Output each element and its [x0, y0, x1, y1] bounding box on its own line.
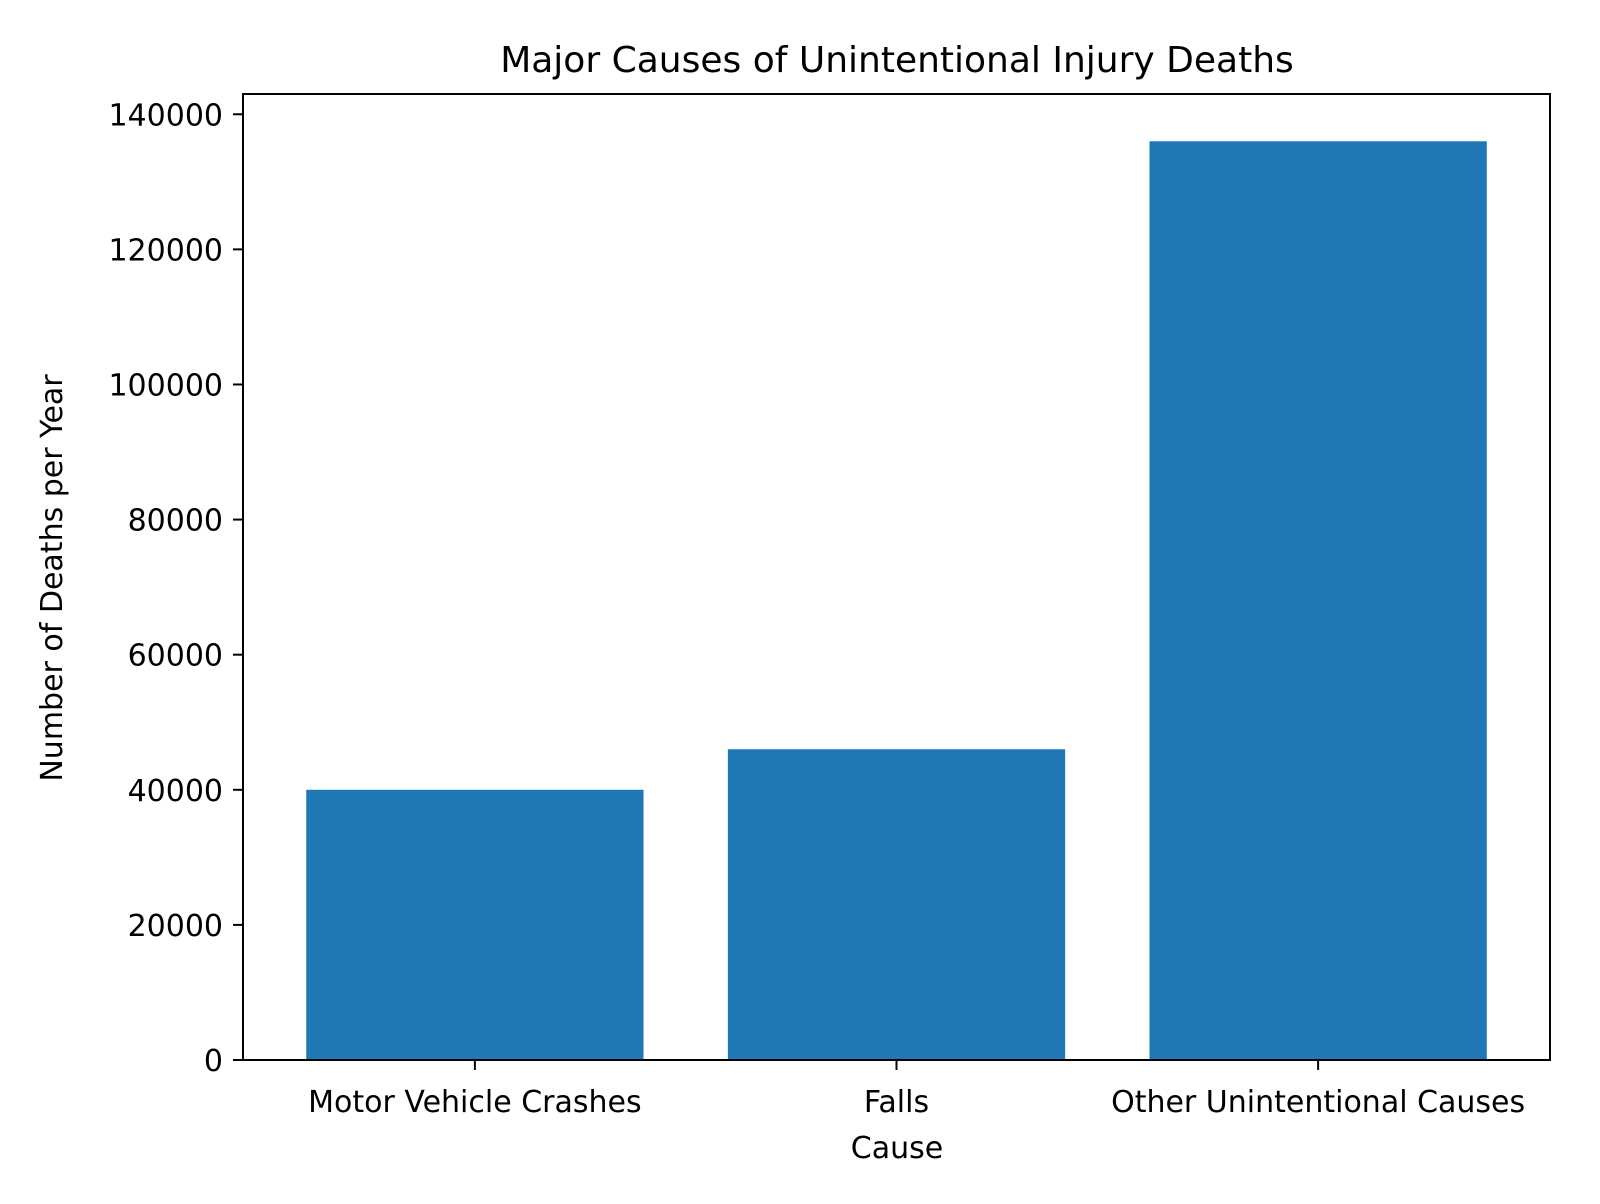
y-tick-label: 120000: [108, 233, 223, 268]
y-tick-label: 80000: [128, 504, 223, 539]
y-tick-label: 60000: [128, 639, 223, 674]
y-axis-label: Number of Deaths per Year: [35, 374, 70, 782]
plot-area: Motor Vehicle Crashes Falls Other Unintent…: [108, 93, 1551, 1120]
y-tick-label: 0: [204, 1044, 223, 1079]
bar-2: [1149, 141, 1487, 1061]
x-tick-label: Motor Vehicle Crashes: [308, 1085, 641, 1120]
x-axis-label: Cause: [851, 1131, 943, 1166]
y-tick-label: 40000: [128, 774, 223, 809]
x-tick-label: Falls: [864, 1085, 929, 1120]
bar-1: [727, 749, 1066, 1060]
y-tick-label: 20000: [128, 909, 223, 944]
y-tick-label: 100000: [108, 368, 223, 403]
y-tick-label: 140000: [108, 98, 223, 133]
axes-frame: [242, 93, 1551, 1061]
x-tick-label: Other Unintentional Causes: [1111, 1085, 1525, 1120]
chart-title: Major Causes of Unintentional Injury Dea…: [500, 40, 1294, 81]
bar-0: [306, 789, 644, 1060]
